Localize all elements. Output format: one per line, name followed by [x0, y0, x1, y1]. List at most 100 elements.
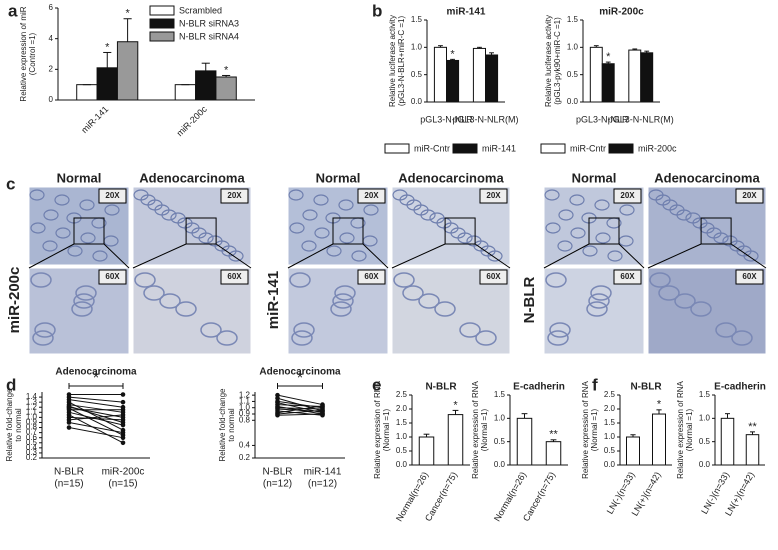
tissue — [289, 222, 305, 234]
y-tick-label: 1.1 — [239, 397, 251, 406]
pair-line — [68, 401, 124, 431]
zoom-box — [444, 217, 476, 245]
tissue — [545, 272, 567, 288]
tissue — [159, 293, 181, 309]
y-tick-label: 0.0 — [699, 460, 711, 469]
bar — [433, 46, 448, 103]
mag-box — [98, 269, 127, 285]
magnification: 60X — [227, 272, 242, 281]
tissue — [549, 322, 571, 338]
mag-box — [479, 188, 508, 204]
bar — [652, 413, 666, 466]
y-tick-label: 0.2 — [26, 453, 38, 462]
legend-swatch — [149, 5, 175, 16]
y-tick-label: 4 — [49, 34, 54, 43]
bar — [628, 49, 642, 103]
chart-title: miR-141 — [447, 7, 486, 18]
tissue — [67, 245, 83, 257]
y-tick-label: 1.5 — [567, 15, 579, 24]
y-tick-label: 1.5 — [494, 390, 506, 399]
bar — [545, 441, 562, 466]
bar — [589, 46, 603, 103]
zoom-line — [618, 243, 645, 269]
y-tick-label: 0.0 — [604, 460, 616, 469]
tissue — [30, 222, 46, 234]
tissue — [330, 301, 352, 317]
pair-line — [68, 404, 124, 413]
point — [320, 407, 325, 413]
tissue — [55, 227, 71, 239]
zoom-line — [647, 243, 702, 269]
y-tick-label: 1.4 — [26, 392, 38, 401]
bar — [96, 67, 118, 101]
tissue — [676, 209, 692, 221]
row-label: miR-141 — [265, 271, 282, 329]
y-tick-label: 0.8 — [26, 423, 38, 432]
tissue — [363, 204, 379, 216]
legend-label: miR-141 — [482, 143, 516, 153]
y-tick-label: 1.5 — [411, 15, 423, 24]
tissue — [420, 209, 436, 221]
legend-swatch — [452, 143, 478, 154]
magnification: 60X — [105, 272, 120, 281]
point — [120, 435, 126, 440]
column-label: Adenocarcinoma — [654, 170, 760, 185]
chart-title: N-BLR — [425, 382, 457, 393]
tissue — [674, 293, 696, 309]
significance: * — [450, 48, 455, 60]
tissue — [30, 272, 52, 288]
bar — [626, 436, 640, 466]
magnification: 20X — [620, 191, 635, 200]
magnification: 60X — [742, 272, 757, 281]
y-tick-label: 1.5 — [396, 418, 408, 427]
tissue — [313, 194, 329, 206]
tissue — [658, 285, 680, 301]
y-axis-label: (pGL3-pyk90+miR-C =1) — [553, 17, 562, 105]
panel-label: d — [6, 375, 16, 394]
y-axis-label: Relative expression of RNA — [676, 380, 685, 478]
magnification: 20X — [364, 191, 379, 200]
column-label: Normal — [316, 170, 361, 185]
x-tick-label: miR-200c — [102, 467, 145, 478]
y-axis-label: Relative fold-change — [5, 388, 14, 461]
tissue — [54, 194, 70, 206]
tissue — [143, 285, 165, 301]
significance: * — [224, 64, 229, 76]
tissue — [713, 232, 729, 244]
zoom-line — [103, 243, 130, 269]
x-tick-note: (n=15) — [54, 479, 83, 490]
y-tick-label: 1.3 — [26, 397, 38, 406]
tissue — [594, 199, 610, 211]
tissue — [228, 250, 244, 262]
tissue — [351, 250, 367, 262]
mag-box — [98, 188, 127, 204]
mag-box — [220, 188, 249, 204]
y-tick-label: 0.5 — [396, 446, 408, 455]
tissue — [42, 240, 58, 252]
legend-label: miR-Cntr — [570, 143, 606, 153]
tissue — [731, 330, 753, 346]
point — [66, 420, 72, 425]
legend-swatch — [540, 143, 566, 154]
zoom-box — [332, 217, 364, 245]
legend-label: Scrambled — [179, 5, 222, 15]
zoom-box — [588, 217, 620, 245]
y-tick-label: 0 — [49, 95, 54, 104]
significance: * — [657, 399, 662, 411]
significance: * — [93, 370, 99, 387]
zoom-line — [287, 243, 334, 269]
tissue — [569, 194, 585, 206]
point — [66, 425, 72, 430]
tissue — [293, 322, 315, 338]
significance: * — [453, 399, 458, 411]
column-label: Adenocarcinoma — [398, 170, 504, 185]
tissue — [588, 293, 610, 309]
x-tick-label: pGL3-N-NLR(M) — [608, 114, 674, 124]
tissue — [291, 330, 313, 346]
tissue — [301, 240, 317, 252]
x-tick-label: miR-141 — [304, 467, 342, 478]
y-tick-label: 0.6 — [26, 433, 38, 442]
tissue — [457, 232, 473, 244]
x-tick-label: N-BLR — [262, 467, 292, 478]
x-tick-note: (n=12) — [308, 479, 337, 490]
